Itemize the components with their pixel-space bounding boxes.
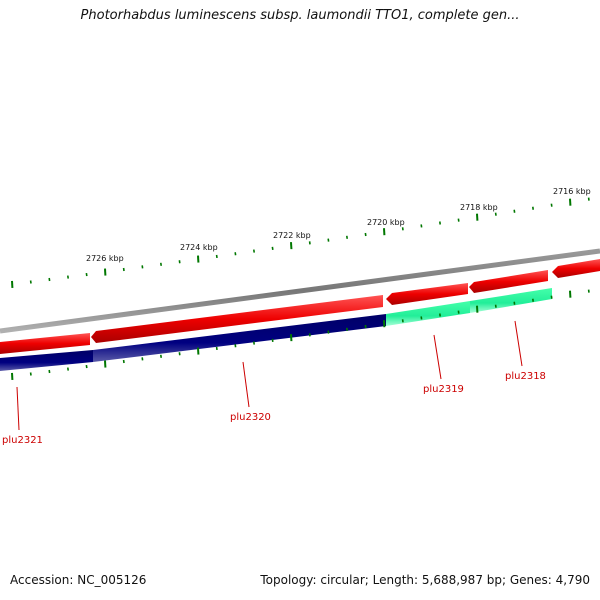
gene-labels: plu2321 plu2320 plu2319 plu2318 [2, 371, 546, 446]
outer-tick-marks [11, 197, 590, 288]
ruler-label-2722kbp: 2722 kbp [273, 231, 311, 240]
ruler-label-2726kbp: 2726 kbp [86, 254, 124, 263]
callout-line-plu2319 [433, 334, 442, 380]
gene-plu2318[interactable] [470, 288, 552, 313]
callout-line-plu2320 [242, 361, 250, 408]
gene-label-plu2318[interactable]: plu2318 [505, 371, 546, 382]
forward-gene-4[interactable] [469, 270, 548, 293]
ruler-label-2720kbp: 2720 kbp [367, 218, 405, 227]
ruler-labels: 2726 kbp 2724 kbp 2722 kbp 2720 kbp 2718… [86, 187, 591, 263]
reverse-strand-track [0, 288, 552, 371]
forward-gene-5[interactable] [552, 259, 600, 278]
genome-summary-label: Topology: circular; Length: 5,688,987 bp… [260, 573, 590, 587]
genome-backbone [0, 248, 600, 334]
forward-strand-track [0, 259, 600, 354]
gene-label-plu2320[interactable]: plu2320 [230, 412, 271, 423]
ruler-label-2718kbp: 2718 kbp [460, 203, 498, 212]
callout-line-plu2318 [514, 320, 523, 367]
gene-label-plu2319[interactable]: plu2319 [423, 384, 464, 395]
ruler-label-2716kbp: 2716 kbp [553, 187, 591, 196]
gene-plu2321[interactable] [0, 350, 93, 371]
genome-title: Photorhabdus luminescens subsp. laumondi… [80, 8, 520, 23]
gene-callout-lines [16, 320, 523, 431]
ruler-label-2724kbp: 2724 kbp [180, 243, 218, 252]
forward-gene-1[interactable] [0, 333, 90, 354]
accession-label: Accession: NC_005126 [10, 573, 147, 587]
forward-gene-2[interactable] [91, 295, 383, 343]
gene-plu2320[interactable] [93, 314, 386, 362]
gene-plu2319[interactable] [386, 301, 470, 326]
gene-label-plu2321[interactable]: plu2321 [2, 435, 43, 446]
forward-gene-3[interactable] [386, 283, 468, 305]
inner-tick-marks [11, 289, 590, 380]
callout-line-plu2321 [16, 386, 20, 431]
